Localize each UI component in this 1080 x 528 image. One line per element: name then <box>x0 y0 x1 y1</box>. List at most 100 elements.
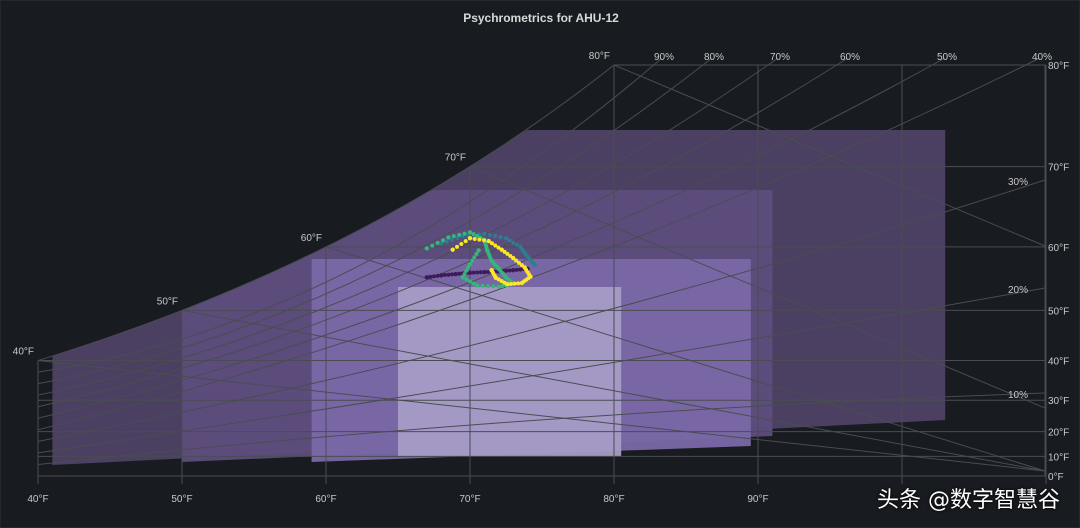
wetbulb-line <box>613 64 1046 247</box>
data-point <box>450 247 455 252</box>
data-point <box>467 270 473 275</box>
axis-labels: 40°F 50°F 60°F 70°F 80°F 90°F 0°F 10°F 20°F 30°F 4… <box>13 51 1069 505</box>
data-point <box>480 283 485 288</box>
data-point <box>424 246 429 251</box>
data-point <box>467 230 473 235</box>
x-tick-label: 40°F <box>27 494 48 505</box>
data-point <box>482 238 487 243</box>
data-point <box>482 269 487 275</box>
y-tick-label: 80°F <box>1048 61 1069 72</box>
data-point <box>519 263 524 268</box>
data-point <box>477 237 482 242</box>
y-tick-label: 20°F <box>1048 428 1069 439</box>
data-point <box>486 269 490 274</box>
data-point <box>459 242 464 247</box>
data-point <box>455 244 460 249</box>
data-point <box>486 238 491 244</box>
data-point <box>511 255 516 261</box>
rh-label: 70% <box>770 52 790 63</box>
data-point <box>511 267 516 273</box>
data-point <box>514 258 519 263</box>
rh-label: 90% <box>654 52 674 63</box>
data-point <box>475 283 480 288</box>
data-point <box>499 247 504 252</box>
chart-grid <box>37 57 1047 484</box>
data-point <box>475 234 480 239</box>
data-point <box>463 239 468 244</box>
rh-curve <box>37 57 713 385</box>
data-point <box>462 272 467 277</box>
data-point <box>505 251 510 256</box>
wetbulb-label: 70°F <box>445 153 466 164</box>
rh-curve <box>37 57 1041 431</box>
data-point <box>516 260 521 265</box>
data-point <box>457 232 462 237</box>
data-point <box>512 281 517 286</box>
data-point <box>493 234 498 239</box>
data-point <box>439 273 444 278</box>
data-point <box>455 235 460 240</box>
rh-label: 30% <box>1008 177 1028 188</box>
rh-curve <box>37 57 663 373</box>
data-point <box>472 255 477 260</box>
data-point <box>496 284 501 289</box>
data-point <box>450 237 454 242</box>
data-point <box>474 251 479 256</box>
y-tick-label: 30°F <box>1048 396 1069 407</box>
data-point <box>507 268 512 273</box>
rh-curve <box>37 392 1046 465</box>
watermark: 头条 @数字智慧谷 <box>877 488 1060 513</box>
x-tick-label: 60°F <box>315 494 336 505</box>
rh-label: 50% <box>937 52 957 63</box>
wetbulb-line <box>469 166 1046 409</box>
data-point <box>457 271 462 276</box>
data-point <box>514 267 519 272</box>
data-point <box>489 267 494 273</box>
y-tick-label: 40°F <box>1048 357 1069 368</box>
data-point <box>428 274 433 279</box>
data-point <box>498 235 503 240</box>
rh-curve <box>37 57 946 419</box>
data-point <box>464 277 469 282</box>
data-point <box>504 268 508 273</box>
data-point <box>507 238 512 243</box>
x-tick-label: 80°F <box>603 494 624 505</box>
data-point <box>435 240 440 245</box>
data-point <box>489 241 494 246</box>
data-point <box>446 235 451 240</box>
y-tick-label: 70°F <box>1048 163 1069 174</box>
data-point <box>441 238 445 243</box>
data-point <box>446 272 451 277</box>
data-point <box>500 283 505 288</box>
rh-label: 60% <box>840 52 860 63</box>
comfort-zones <box>52 130 946 465</box>
data-point <box>467 236 473 241</box>
data-point <box>532 262 537 268</box>
y-tick-label: 0°F <box>1048 472 1064 483</box>
data-point <box>439 241 444 246</box>
data-point <box>435 273 440 278</box>
data-point <box>424 275 429 280</box>
data-point <box>471 232 476 237</box>
y-tick-label: 10°F <box>1048 452 1069 463</box>
data-point <box>464 268 469 273</box>
data-point <box>478 270 483 275</box>
rh-curve <box>37 179 1046 442</box>
data-point <box>502 249 507 254</box>
wetbulb-label: 80°F <box>589 51 610 62</box>
data-point <box>471 281 476 286</box>
wetbulb-label: 60°F <box>301 233 322 244</box>
data-point <box>471 270 476 275</box>
data-point <box>519 280 525 286</box>
rh-label: 40% <box>1032 52 1052 63</box>
data-point <box>462 231 467 236</box>
data-point <box>470 258 475 263</box>
panel-title: Psychrometrics for AHU-12 <box>463 11 619 25</box>
data-point <box>466 265 471 270</box>
data-point <box>432 274 436 279</box>
data-point <box>516 281 521 286</box>
x-tick-label: 70°F <box>459 494 480 505</box>
data-point <box>503 236 509 241</box>
data-point <box>444 239 449 244</box>
